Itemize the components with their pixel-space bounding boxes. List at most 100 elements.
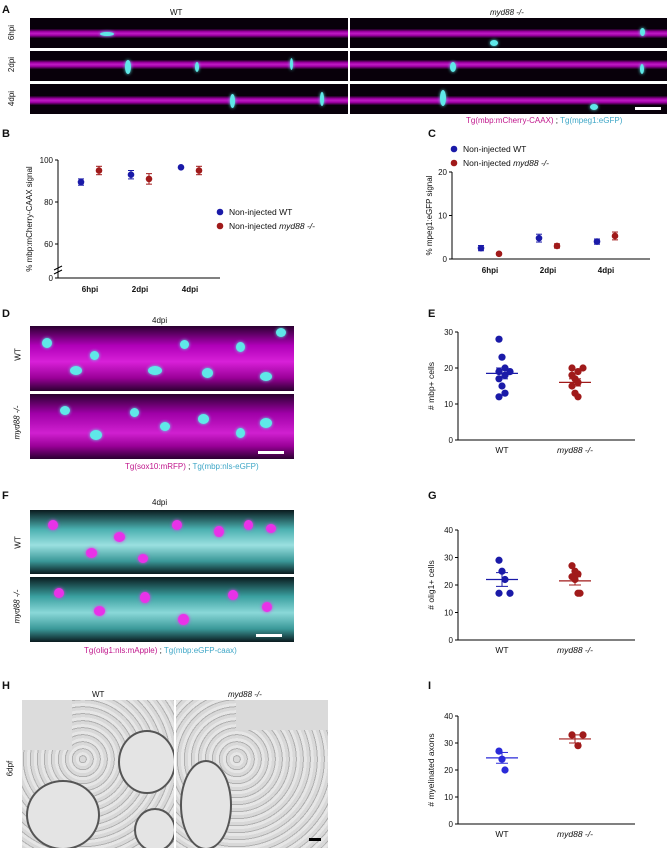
x-tick-label: myd88 -/- [557, 829, 593, 839]
data-point [506, 589, 514, 597]
y-tick-label: 20 [444, 581, 453, 590]
data-point [568, 562, 576, 570]
row-label-myd88: myd88 -/- [12, 405, 22, 440]
x-tick-label: myd88 -/- [557, 645, 593, 655]
panel-d-caption: Tg(sox10:mRFP) ; Tg(mbp:nls-eGFP) [125, 462, 259, 471]
y-tick-label: 80 [44, 198, 53, 207]
data-point [495, 335, 503, 343]
panel-letter-i: I [428, 680, 432, 692]
chart-c: 0 10 20 6hpi 2dpi 4dpi % mpeg1:eGFP signal Non-… [425, 144, 650, 275]
row-label: 6dpf [5, 760, 15, 777]
panel-letter-a: A [2, 4, 10, 16]
data-point [195, 167, 203, 174]
panel-letter-d: D [2, 308, 10, 320]
data-point [576, 589, 584, 597]
data-point [177, 164, 185, 171]
scale-bar [635, 107, 661, 110]
data-point [127, 171, 135, 178]
panel-letter-b: B [2, 128, 10, 140]
legend-marker [450, 159, 458, 167]
y-axis-label: # olig1+ cells [426, 560, 436, 609]
panel-letter-h: H [2, 680, 10, 692]
x-tick-label: WT [495, 445, 508, 455]
panel-letter-g: G [428, 490, 437, 502]
legend-label: Non-injected myd88 -/- [463, 158, 549, 168]
axis-break [53, 269, 63, 275]
data-point [501, 766, 509, 774]
y-tick-label: 10 [438, 212, 447, 221]
data-point [77, 178, 85, 186]
row-label-wt: WT [13, 348, 23, 361]
data-point [579, 364, 587, 372]
legend-label: Non-injected myd88 -/- [229, 221, 315, 231]
y-tick-label: 20 [438, 168, 447, 177]
y-tick-label: 30 [444, 554, 453, 563]
y-tick-label: 10 [444, 609, 453, 618]
data-point [495, 589, 503, 597]
em-image-myd88 [176, 700, 328, 848]
row-label-myd88: myd88 -/- [12, 589, 22, 624]
panel-letter-f: F [2, 490, 9, 502]
column-label-myd88: myd88 -/- [490, 8, 524, 17]
y-tick-label: 20 [444, 364, 453, 373]
chart-e: 0 10 20 30 WT myd88 -/- # mbp+ cells [426, 328, 635, 455]
panel-d-micrograph [30, 326, 294, 459]
y-tick-label: 0 [449, 436, 454, 445]
panel-letter-c: C [428, 128, 436, 140]
y-tick-label: 10 [444, 793, 453, 802]
data-point [145, 175, 153, 183]
panel-a-caption: Tg(mbp:mCherry-CAAX) ; Tg(mpeg1:eGFP) [466, 116, 623, 125]
panel-d-time: 4dpi [152, 316, 168, 325]
row-label-wt: WT [13, 536, 23, 549]
x-tick-label: WT [495, 829, 508, 839]
data-point [477, 244, 485, 252]
x-tick-label: 6hpi [82, 285, 98, 294]
legend-label: Non-injected WT [229, 207, 292, 217]
data-point [495, 250, 503, 258]
panel-letter-e: E [428, 308, 436, 320]
column-label-wt: WT [170, 8, 183, 17]
data-point [553, 242, 561, 250]
y-tick-label: 10 [444, 400, 453, 409]
column-label-myd88: myd88 -/- [228, 690, 262, 699]
data-point [593, 238, 601, 245]
data-point [498, 382, 506, 390]
em-image-wt [22, 700, 174, 848]
legend-label: Non-injected WT [463, 144, 526, 154]
data-point [501, 389, 509, 397]
chart-g: 0 10 20 30 40 WT myd88 -/- # olig1+ cells [426, 526, 635, 655]
x-tick-label: WT [495, 645, 508, 655]
legend-marker [216, 222, 224, 230]
data-point [574, 368, 582, 376]
row-label: 2dpi [7, 56, 17, 73]
x-tick-label: 4dpi [182, 285, 198, 294]
legend-marker [216, 208, 224, 216]
legend-marker [450, 145, 458, 153]
y-tick-label: 0 [449, 820, 454, 829]
data-point [498, 353, 506, 361]
y-axis-label: % mpeg1:eGFP signal [425, 175, 434, 255]
chart-b: 0 60 80 100 6hpi 2dpi 4dpi % mbp:mCherry-CAAX s… [25, 156, 315, 294]
panel-f-caption: Tg(olig1:nls:mApple) ; Tg(mbp:eGFP-caax) [84, 646, 237, 655]
y-tick-label: 0 [449, 636, 454, 645]
data-point [495, 556, 503, 564]
y-tick-label: 60 [44, 240, 53, 249]
data-point [574, 742, 582, 750]
y-axis-label: # mbp+ cells [426, 362, 436, 410]
y-tick-label: 20 [444, 766, 453, 775]
x-tick-label: 6hpi [482, 266, 498, 275]
x-tick-label: 4dpi [598, 266, 614, 275]
x-tick-label: myd88 -/- [557, 445, 593, 455]
y-tick-label: 30 [444, 328, 453, 337]
panel-a-micrograph [30, 18, 667, 114]
row-label: 6hpi [7, 24, 17, 41]
chart-i: 0 10 20 30 40 WT myd88 -/- # myelinated axons [426, 712, 635, 839]
x-tick-label: 2dpi [540, 266, 556, 275]
data-point [579, 731, 587, 739]
column-label-wt: WT [92, 690, 105, 699]
panel-f-time: 4dpi [152, 498, 168, 507]
data-point [495, 393, 503, 401]
data-point [611, 232, 619, 240]
panel-f-micrograph [30, 510, 294, 642]
y-tick-label: 0 [443, 255, 448, 264]
